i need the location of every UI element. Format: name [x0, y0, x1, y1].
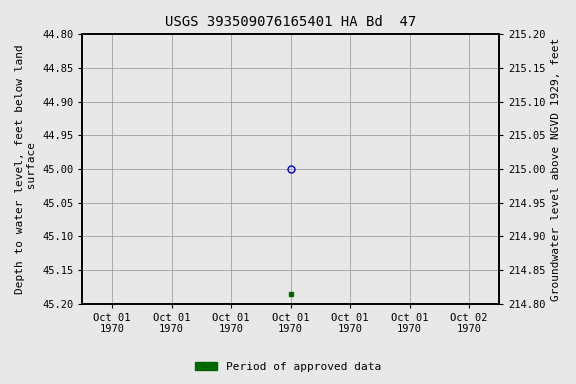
- Title: USGS 393509076165401 HA Bd  47: USGS 393509076165401 HA Bd 47: [165, 15, 416, 29]
- Legend: Period of approved data: Period of approved data: [191, 358, 385, 377]
- Y-axis label: Depth to water level, feet below land
 surface: Depth to water level, feet below land su…: [15, 44, 37, 294]
- Y-axis label: Groundwater level above NGVD 1929, feet: Groundwater level above NGVD 1929, feet: [551, 38, 561, 301]
